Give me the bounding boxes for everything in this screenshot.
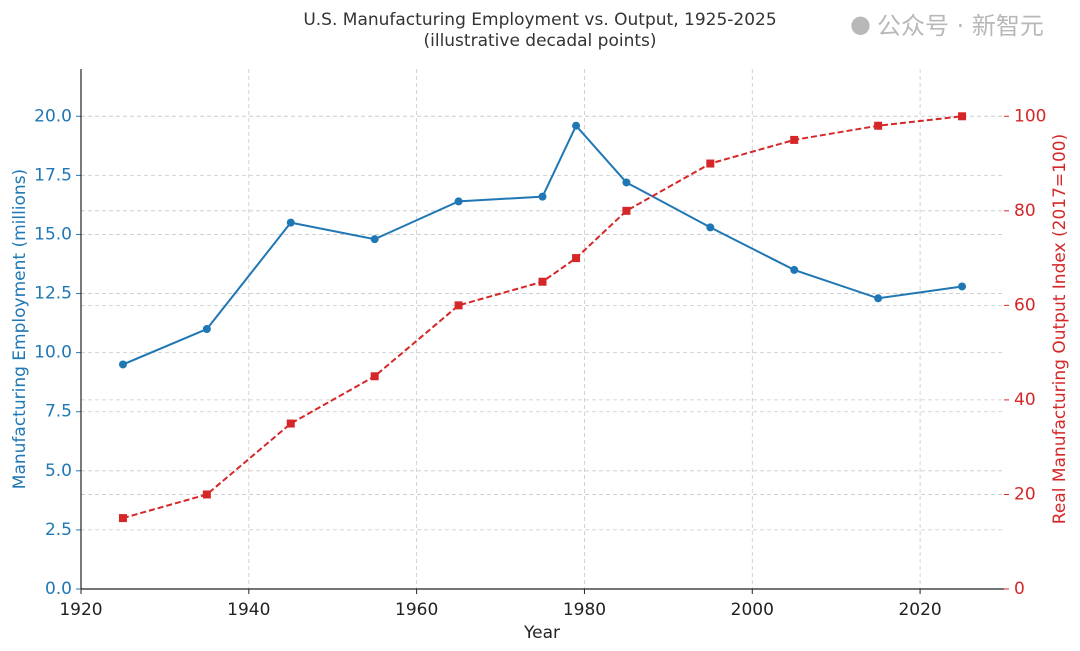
data-point-left — [874, 294, 883, 303]
y-tick-label-left: 0.0 — [45, 579, 72, 599]
data-point-right — [202, 490, 211, 499]
watermark-text: 公众号 · 新智元 — [876, 12, 1044, 40]
data-point-left — [118, 360, 127, 369]
y-tick-label-left: 10.0 — [34, 343, 72, 363]
x-tick-label: 1920 — [59, 600, 102, 620]
data-point-left — [572, 121, 581, 130]
data-point-right — [706, 159, 715, 168]
x-tick-label: 1960 — [395, 600, 438, 620]
y-tick-label-left: 2.5 — [45, 520, 72, 540]
y-tick-label-left: 20.0 — [34, 106, 72, 126]
data-point-left — [286, 218, 295, 227]
data-point-left — [622, 178, 631, 187]
data-point-left — [202, 325, 211, 333]
y-tick-label-right: 60 — [1014, 295, 1036, 315]
y-tick-label-left: 5.0 — [45, 461, 72, 481]
y-tick-label-right: 80 — [1014, 201, 1036, 221]
x-tick-label: 1980 — [563, 600, 606, 620]
series — [118, 112, 967, 523]
data-point-right — [572, 254, 581, 263]
data-point-right — [118, 514, 127, 523]
y-tick-label-right: 0 — [1014, 579, 1025, 599]
axes: 1920 1940 1960 1980 2000 2020 0.0 2.5 5.0 7.5 10.0… — [34, 69, 1046, 620]
chart-subtitle: (illustrative decadal points) — [423, 31, 656, 51]
y-tick-label-right: 20 — [1014, 484, 1036, 504]
wechat-icon: ● — [850, 9, 871, 38]
y-tick-label-left: 7.5 — [45, 402, 72, 422]
data-point-left — [790, 265, 799, 274]
y-axis-label-left: Manufacturing Employment (millions) — [10, 169, 30, 489]
data-point-right — [874, 121, 883, 130]
y-tick-label-left: 15.0 — [34, 224, 72, 244]
data-point-right — [790, 135, 799, 144]
y-axis-label-right: Real Manufacturing Output Index (2017=10… — [1050, 134, 1070, 524]
data-point-right — [286, 419, 295, 428]
data-point-left — [958, 282, 967, 291]
data-point-right — [958, 112, 967, 121]
data-point-right — [622, 206, 631, 215]
data-point-left — [454, 197, 463, 206]
data-point-left — [370, 235, 379, 244]
x-tick-label: 2000 — [731, 600, 774, 620]
data-point-left — [706, 223, 715, 232]
data-point-right — [454, 301, 463, 310]
series-line-left — [122, 123, 963, 366]
grid — [80, 69, 1004, 590]
data-point-right — [538, 277, 547, 286]
y-tick-label-right: 40 — [1014, 390, 1036, 410]
chart-title: U.S. Manufacturing Employment vs. Output… — [303, 10, 776, 30]
y-tick-label-left: 17.5 — [34, 165, 72, 185]
data-point-right — [370, 372, 379, 381]
y-tick-label-right: 100 — [1014, 106, 1046, 126]
x-tick-label: 2020 — [898, 600, 941, 620]
y-tick-label-left: 12.5 — [34, 284, 72, 304]
watermark: ● 公众号 · 新智元 — [850, 6, 1044, 41]
x-axis-label: Year — [523, 623, 560, 643]
data-point-left — [538, 192, 547, 201]
x-tick-label: 1940 — [227, 600, 270, 620]
